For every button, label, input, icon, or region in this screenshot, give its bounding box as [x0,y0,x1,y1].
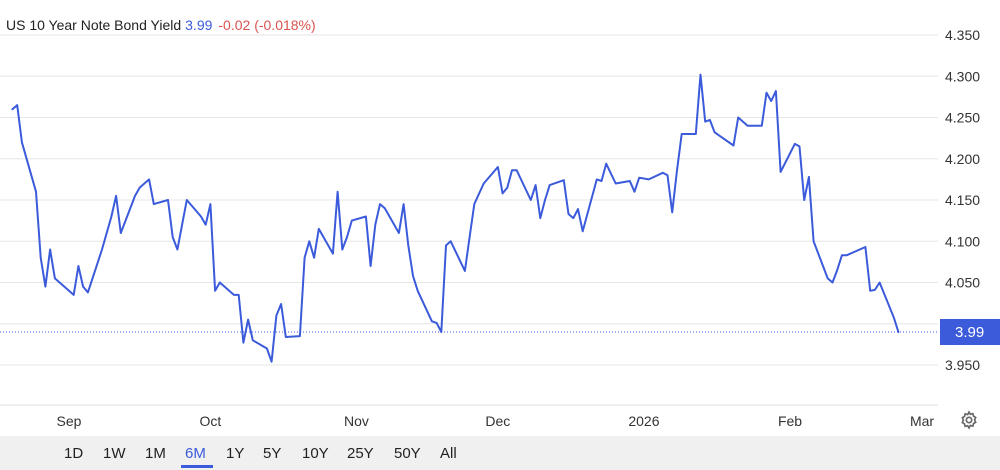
x-tick-label: Oct [199,413,221,429]
yield-change: -0.02 (-0.018%) [218,17,316,33]
x-axis-labels: Sep Oct Nov Dec 2026 Feb Mar [57,413,935,429]
range-button-25y[interactable]: 25Y [347,445,374,462]
chart-title-row: US 10 Year Note Bond Yield 3.99 -0.02 (-0.… [6,17,316,33]
range-button-1d[interactable]: 1D [64,445,84,462]
x-tick-label: Dec [485,413,510,429]
y-tick-label: 3.950 [945,357,980,373]
y-tick-label: 4.350 [945,27,980,43]
y-tick-label: 4.300 [945,68,980,84]
range-button-50y[interactable]: 50Y [394,445,421,462]
y-tick-label: 4.200 [945,151,980,167]
range-button-1m[interactable]: 1M [145,445,166,462]
yield-line-chart: 4.3504.3004.2504.2004.1504.1004.05043.95… [0,27,1000,429]
gear-icon[interactable] [959,410,979,430]
x-tick-label: Sep [57,413,82,429]
range-button-5y[interactable]: 5Y [263,445,282,462]
y-tick-label: 4.100 [945,233,980,249]
range-button-all[interactable]: All [440,445,457,462]
instrument-name: US 10 Year Note Bond Yield [6,17,182,33]
x-tick-label: 2026 [628,413,659,429]
x-tick-label: Mar [910,413,934,429]
range-button-1y[interactable]: 1Y [226,445,245,462]
grid-lines [0,34,938,366]
x-tick-label: Feb [778,413,802,429]
last-value-label: 3.99 [955,324,984,341]
range-button-1w[interactable]: 1W [103,445,126,462]
y-tick-label: 4.250 [945,110,980,126]
y-tick-label: 4.050 [945,275,980,291]
current-yield: 3.99 [185,17,213,33]
range-button-10y[interactable]: 10Y [302,445,329,462]
y-axis-labels: 4.3504.3004.2504.2004.1504.1004.05043.95… [945,27,980,373]
yield-series-line [11,73,900,363]
range-button-6m[interactable]: 6M [185,445,206,462]
x-tick-label: Nov [344,413,369,429]
active-range-underline [181,465,213,468]
y-tick-label: 4.150 [945,192,980,208]
time-range-bar [0,436,1000,470]
last-value-tag: 3.99 [940,319,1000,345]
